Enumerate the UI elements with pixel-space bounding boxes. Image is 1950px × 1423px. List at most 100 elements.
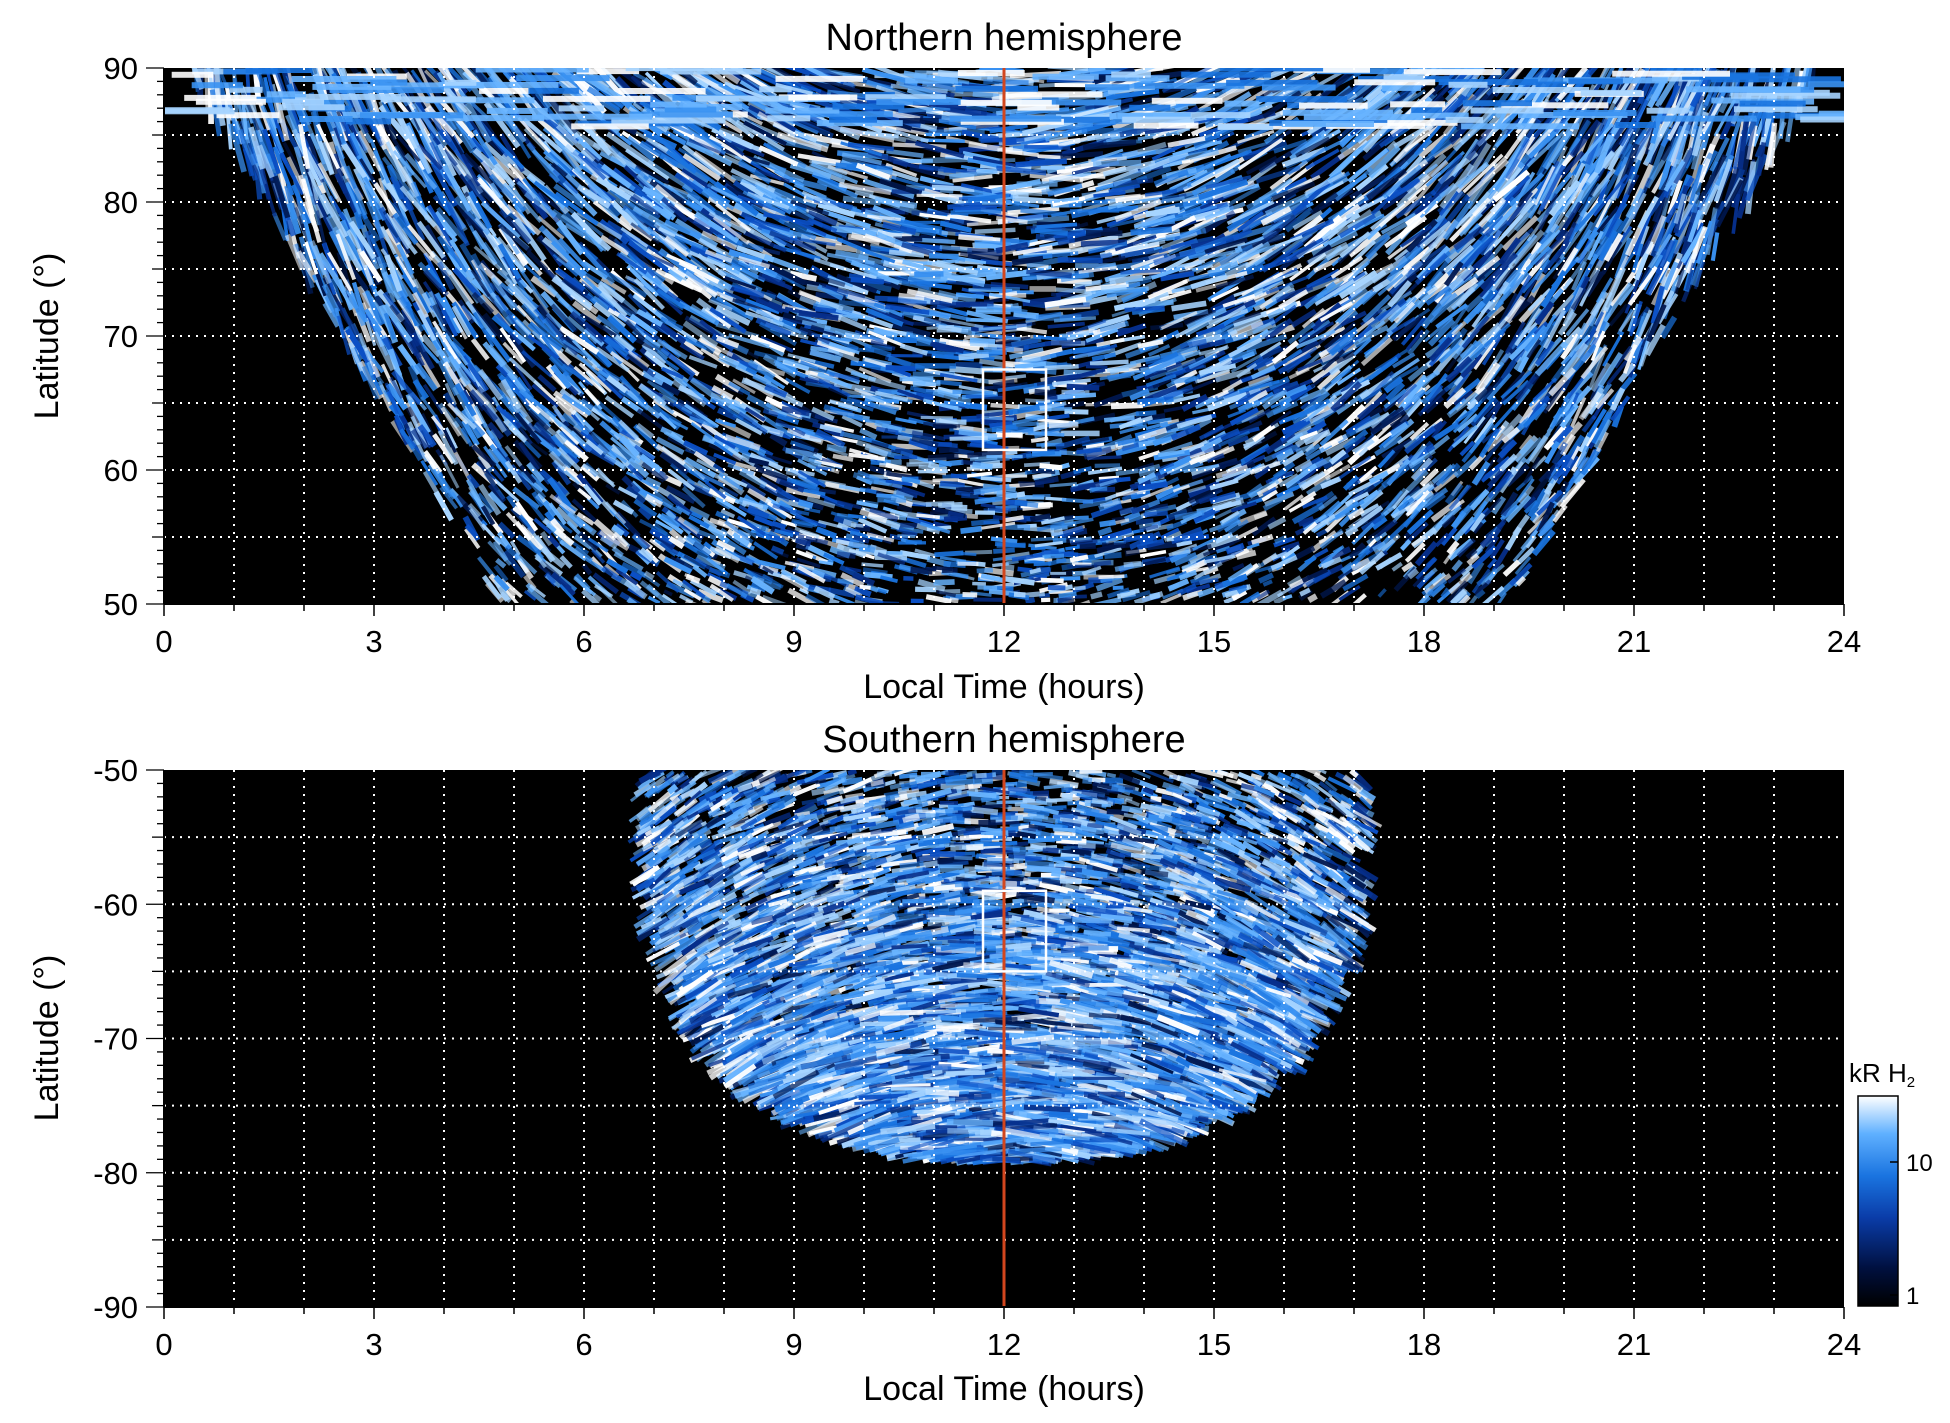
panel-northern: Northern hemisphere 0 3 6 9 12 15 18 21 24506070… — [28, 17, 1861, 706]
emission-streak — [1195, 280, 1229, 293]
emission-streak — [1571, 261, 1587, 291]
emission-streak — [1112, 585, 1124, 591]
emission-streak — [1292, 545, 1316, 562]
emission-streak — [470, 337, 490, 361]
emission-streak — [1031, 472, 1052, 479]
emission-streak — [912, 380, 941, 387]
emission-streak — [1297, 515, 1315, 527]
emission-streak — [530, 288, 550, 314]
emission-streak — [1061, 430, 1100, 437]
emission-streak — [351, 281, 368, 323]
emission-streak — [533, 517, 553, 535]
emission-streak — [1502, 215, 1539, 251]
emission-streak — [894, 455, 918, 460]
emission-streak — [761, 594, 791, 604]
emission-streak — [540, 531, 553, 547]
emission-streak — [853, 585, 872, 598]
emission-streak — [639, 140, 679, 168]
emission-streak — [1219, 508, 1247, 527]
emission-streak — [881, 124, 936, 138]
emission-streak — [1585, 271, 1605, 298]
emission-streak — [1067, 564, 1098, 569]
emission-streak — [745, 555, 762, 565]
emission-streak — [1085, 364, 1108, 369]
emission-streak — [1440, 526, 1458, 546]
emission-streak — [732, 579, 753, 595]
emission-streak — [951, 504, 968, 511]
emission-streak — [566, 520, 583, 537]
emission-streak — [1050, 571, 1067, 575]
emission-streak — [899, 549, 931, 561]
emission-streak — [466, 179, 491, 208]
emission-streak — [1182, 588, 1204, 601]
emission-streak — [1565, 308, 1590, 337]
emission-streak — [1431, 572, 1447, 587]
emission-streak — [528, 406, 552, 429]
emission-streak — [976, 567, 994, 574]
emission-streak — [576, 511, 595, 526]
emission-streak — [1312, 472, 1331, 487]
emission-streak — [1405, 329, 1425, 351]
emission-streak — [1120, 513, 1148, 526]
emission-streak — [1381, 187, 1413, 211]
emission-streak — [676, 505, 691, 516]
emission-streak — [1049, 482, 1078, 488]
emission-streak — [1453, 455, 1479, 479]
emission-streak — [1232, 463, 1266, 483]
emission-streak — [933, 579, 955, 586]
emission-streak — [1041, 597, 1051, 603]
emission-streak — [841, 414, 863, 428]
emission-streak — [298, 236, 313, 272]
emission-streak — [1433, 471, 1459, 493]
emission-streak — [1087, 313, 1130, 332]
panel-title-northern: Northern hemisphere — [826, 17, 1183, 59]
emission-streak — [620, 396, 644, 415]
emission-streak — [1505, 463, 1530, 488]
emission-streak — [633, 498, 658, 518]
emission-streak — [971, 518, 1000, 527]
emission-streak — [840, 235, 878, 254]
emission-streak — [828, 587, 856, 598]
emission-streak — [1232, 563, 1245, 572]
emission-streak — [1401, 561, 1414, 573]
emission-streak — [680, 168, 719, 195]
emission-streak — [1475, 589, 1486, 600]
emission-streak — [1169, 459, 1204, 476]
emission-streak — [1517, 546, 1536, 565]
emission-streak — [1491, 544, 1512, 573]
emission-streak — [1147, 417, 1172, 425]
emission-streak — [896, 504, 913, 514]
emission-streak — [906, 461, 932, 467]
emission-streak — [1008, 347, 1044, 360]
emission-streak — [399, 255, 419, 290]
emission-streak — [433, 210, 458, 239]
emission-streak — [1418, 133, 1448, 159]
emission-streak — [1541, 381, 1567, 414]
emission-streak — [661, 593, 682, 604]
emission-streak — [600, 276, 627, 295]
emission-streak — [789, 162, 832, 180]
emission-streak — [900, 522, 918, 529]
emission-streak — [604, 395, 635, 419]
emission-streak — [665, 485, 696, 504]
emission-streak — [531, 186, 562, 212]
emission-streak — [1032, 493, 1051, 498]
emission-streak — [1452, 406, 1479, 434]
emission-streak — [857, 517, 888, 534]
emission-streak — [551, 460, 572, 486]
emission-streak — [1349, 173, 1387, 200]
emission-streak — [1215, 274, 1255, 290]
emission-streak — [1518, 396, 1541, 426]
emission-streak — [1030, 546, 1046, 551]
emission-streak — [719, 527, 741, 545]
emission-streak — [482, 141, 513, 169]
emission-streak — [1466, 142, 1492, 178]
emission-streak — [696, 458, 729, 478]
emission-streak — [1264, 317, 1293, 342]
emission-streak — [924, 132, 962, 137]
emission-streak — [973, 597, 1002, 602]
emission-streak — [537, 215, 565, 240]
emission-streak — [1310, 152, 1346, 180]
emission-streak — [1568, 396, 1587, 433]
emission-streak — [1134, 299, 1174, 309]
